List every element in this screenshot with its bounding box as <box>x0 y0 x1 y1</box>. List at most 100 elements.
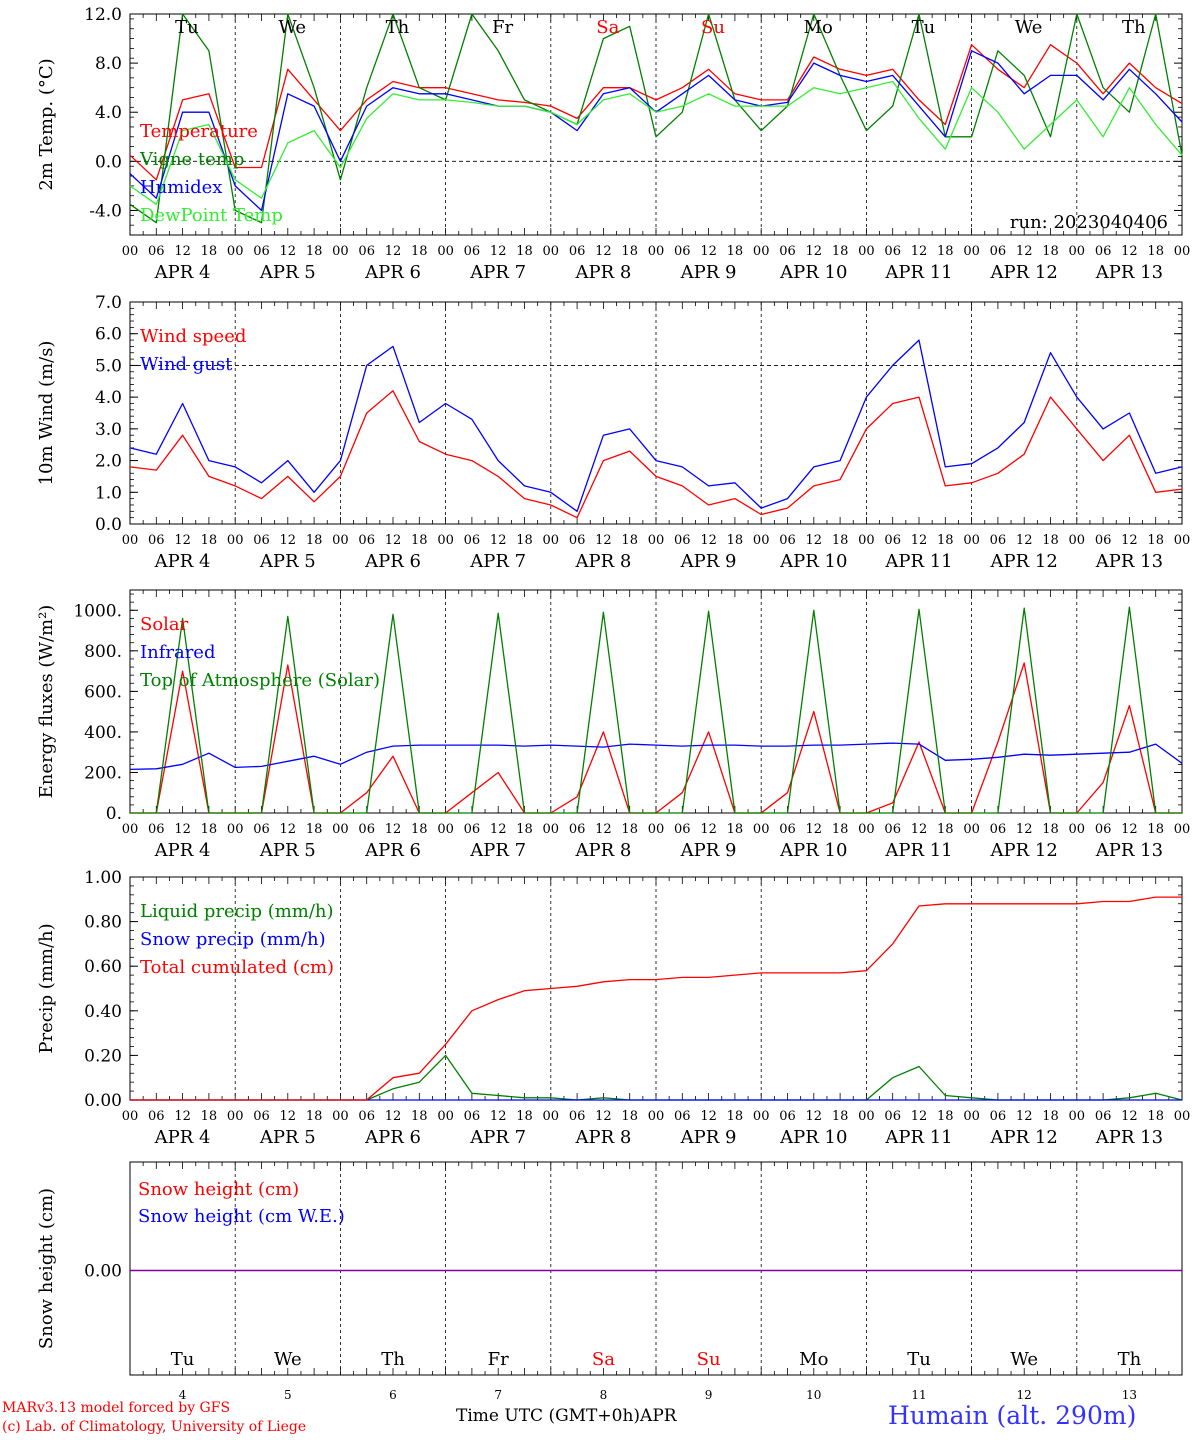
y-tick-label: -4.0 <box>89 201 122 221</box>
day-abbr-bottom: Tu <box>907 1349 931 1370</box>
date-label: APR 5 <box>259 1127 316 1148</box>
y-axis-label: 10m Wind (m/s) <box>36 341 57 486</box>
y-axis-label: Snow height (cm) <box>36 1188 57 1349</box>
date-label: APR 9 <box>680 551 737 572</box>
hour-label: 18 <box>937 533 954 548</box>
day-number: 12 <box>1017 1388 1032 1402</box>
hour-label: 06 <box>990 822 1007 837</box>
legend-entry: Snow precip (mm/h) <box>140 929 326 950</box>
hour-label: 18 <box>411 244 428 259</box>
hour-label: 18 <box>201 1109 218 1124</box>
hour-label: 00 <box>648 1109 665 1124</box>
date-label: APR 10 <box>779 840 847 861</box>
date-label: APR 9 <box>680 1127 737 1148</box>
day-number: 8 <box>600 1388 608 1402</box>
day-abbr-bottom: We <box>1010 1349 1038 1370</box>
hour-label: 12 <box>385 244 402 259</box>
hour-label: 18 <box>621 822 638 837</box>
hour-label: 06 <box>569 822 586 837</box>
hour-label: 12 <box>911 822 928 837</box>
hour-label: 00 <box>543 244 560 259</box>
hour-label: 06 <box>358 1109 375 1124</box>
lab-credit: (c) Lab. of Climatology, University of L… <box>2 1419 307 1435</box>
day-abbr-bottom: Su <box>697 1349 721 1370</box>
hour-label: 12 <box>700 1109 717 1124</box>
date-label: APR 4 <box>154 840 211 861</box>
hour-label: 00 <box>437 822 454 837</box>
hour-label: 06 <box>464 244 481 259</box>
hour-label: 00 <box>963 244 980 259</box>
time-axis-label: Time UTC (GMT+0h)APR <box>456 1406 677 1426</box>
date-label: APR 5 <box>259 840 316 861</box>
hour-label: 12 <box>280 244 297 259</box>
hour-label: 18 <box>1147 1109 1164 1124</box>
hour-label: 18 <box>306 244 323 259</box>
hour-label: 00 <box>332 822 349 837</box>
hour-label: 18 <box>306 822 323 837</box>
hour-label: 00 <box>963 1109 980 1124</box>
legend-entry: Liquid precip (mm/h) <box>140 901 334 922</box>
hour-label: 18 <box>727 1109 744 1124</box>
hour-label: 06 <box>148 1109 165 1124</box>
hour-label: 06 <box>148 244 165 259</box>
hour-label: 00 <box>543 1109 560 1124</box>
hour-label: 12 <box>280 1109 297 1124</box>
hour-label: 06 <box>1095 533 1112 548</box>
date-label: APR 12 <box>990 262 1058 283</box>
hour-label: 00 <box>963 822 980 837</box>
hour-label: 12 <box>806 1109 823 1124</box>
hour-label: 12 <box>806 244 823 259</box>
hour-label: 00 <box>437 533 454 548</box>
hour-label: 18 <box>516 1109 533 1124</box>
hour-label: 06 <box>464 533 481 548</box>
hour-label: 00 <box>1069 822 1086 837</box>
y-tick-label: 1000. <box>73 601 122 621</box>
hour-label: 12 <box>174 533 191 548</box>
date-label: APR 12 <box>990 840 1058 861</box>
day-abbr-top: Sa <box>596 17 619 38</box>
day-abbr-bottom: Mo <box>799 1349 828 1370</box>
hour-label: 00 <box>332 1109 349 1124</box>
hour-label: 18 <box>516 822 533 837</box>
hour-label: 18 <box>621 1109 638 1124</box>
y-tick-label: 4.0 <box>95 103 122 123</box>
date-label: APR 7 <box>469 840 526 861</box>
hour-label: 06 <box>990 1109 1007 1124</box>
day-abbr-top: Su <box>701 17 725 38</box>
date-label: APR 10 <box>779 1127 847 1148</box>
legend-entry: Solar <box>140 614 189 635</box>
hour-label: 18 <box>306 1109 323 1124</box>
hour-label: 00 <box>753 244 770 259</box>
hour-label: 12 <box>1121 1109 1138 1124</box>
y-tick-label: 4.0 <box>95 388 122 408</box>
hour-label: 06 <box>1095 822 1112 837</box>
hour-label: 12 <box>1121 822 1138 837</box>
hour-label: 00 <box>122 533 139 548</box>
series-line-top-of-atmosphere-solar- <box>130 606 1182 814</box>
date-label: APR 13 <box>1095 840 1163 861</box>
hour-label: 12 <box>174 244 191 259</box>
hour-label: 12 <box>280 822 297 837</box>
hour-label: 00 <box>227 244 244 259</box>
series-line-wind-gust <box>129 339 1183 512</box>
hour-label: 06 <box>884 533 901 548</box>
hour-label: 12 <box>174 1109 191 1124</box>
y-tick-label: 0.80 <box>84 913 122 933</box>
day-number: 10 <box>806 1388 821 1402</box>
hour-label: 12 <box>385 533 402 548</box>
hour-label: 06 <box>779 533 796 548</box>
hour-label: 18 <box>937 244 954 259</box>
hour-label: 18 <box>1147 822 1164 837</box>
hour-label: 18 <box>411 822 428 837</box>
legend-entry: Infrared <box>140 642 215 663</box>
hour-label: 06 <box>569 1109 586 1124</box>
hour-label: 06 <box>884 822 901 837</box>
hour-label: 00 <box>122 1109 139 1124</box>
hour-label: 12 <box>280 533 297 548</box>
hour-label: 12 <box>595 1109 612 1124</box>
hour-label: 00 <box>1174 244 1191 259</box>
hour-label: 06 <box>779 1109 796 1124</box>
hour-label: 18 <box>516 533 533 548</box>
hour-label: 12 <box>1121 533 1138 548</box>
hour-label: 00 <box>753 533 770 548</box>
